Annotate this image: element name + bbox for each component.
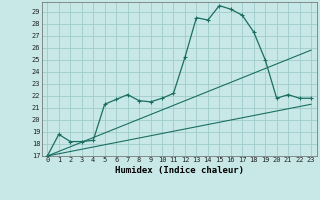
X-axis label: Humidex (Indice chaleur): Humidex (Indice chaleur) xyxy=(115,166,244,175)
